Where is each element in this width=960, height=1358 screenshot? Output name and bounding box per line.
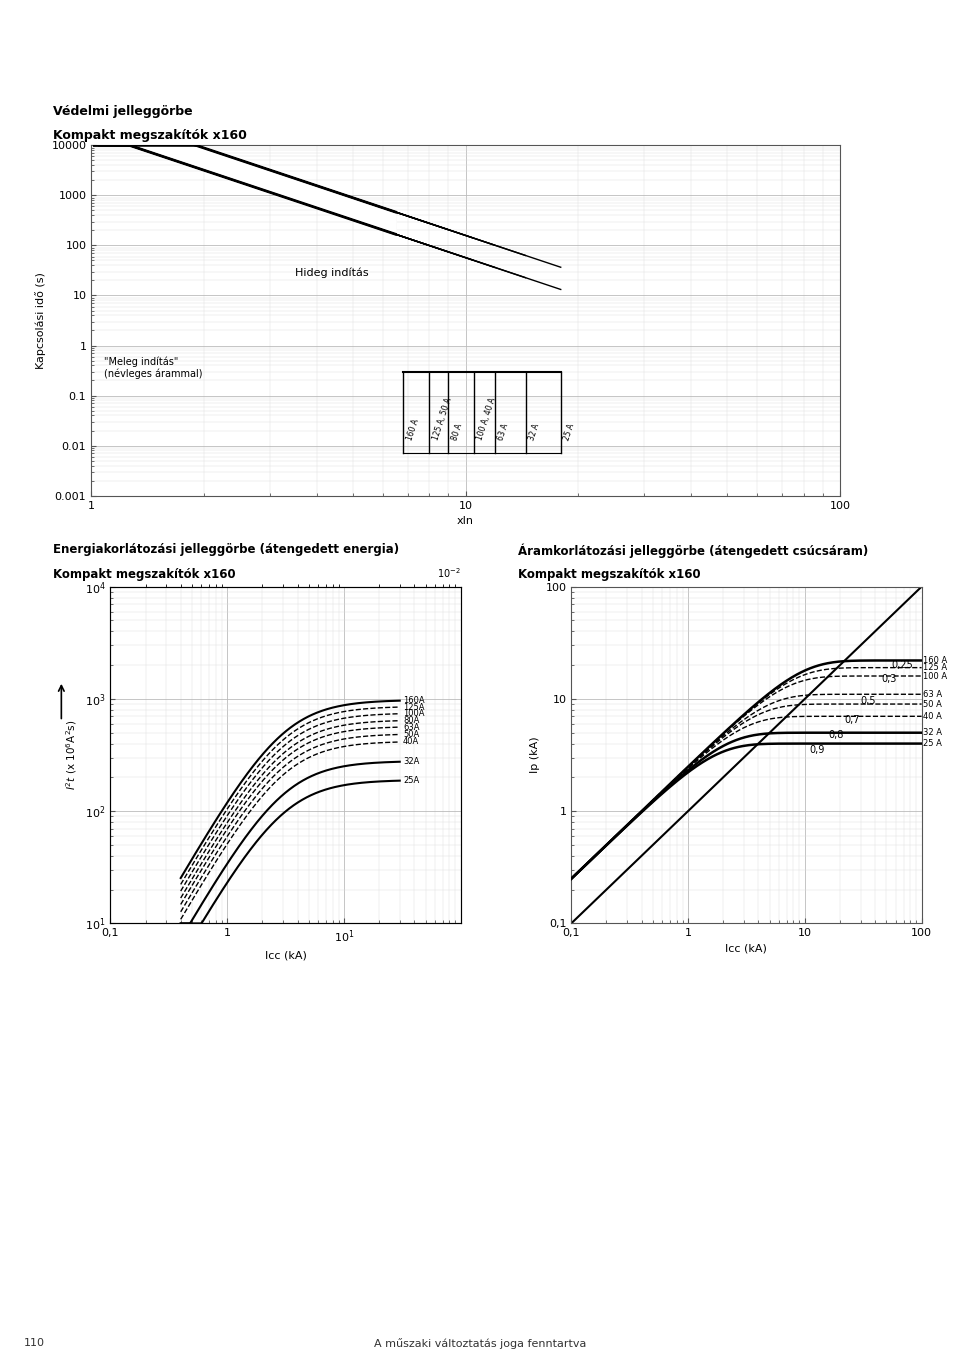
- Text: 40 A: 40 A: [923, 712, 942, 721]
- Text: 32A: 32A: [403, 758, 420, 766]
- Text: 125 A, 50 A: 125 A, 50 A: [431, 397, 453, 441]
- Text: Védelmi jelleggörbe: Védelmi jelleggörbe: [53, 105, 192, 118]
- Text: $10^{-2}$: $10^{-2}$: [437, 566, 461, 580]
- X-axis label: Icc (kA): Icc (kA): [726, 944, 767, 953]
- Text: Kompakt megszakítók x160: Kompakt megszakítók x160: [53, 568, 235, 581]
- Y-axis label: Ip (kA): Ip (kA): [530, 737, 540, 773]
- Text: 0,7: 0,7: [845, 714, 860, 725]
- Text: 125 A: 125 A: [923, 663, 947, 672]
- Text: 0,3: 0,3: [881, 674, 897, 684]
- Text: 110: 110: [24, 1338, 45, 1348]
- Y-axis label: $I^2t$ (x 10$^6$A$^2$s): $I^2t$ (x 10$^6$A$^2$s): [64, 720, 79, 790]
- Text: 100 A, 40 A: 100 A, 40 A: [475, 397, 497, 441]
- Text: 63 A: 63 A: [923, 690, 942, 699]
- Text: 80 A: 80 A: [450, 422, 464, 441]
- X-axis label: Icc (kA): Icc (kA): [265, 951, 306, 960]
- Text: 32 A: 32 A: [527, 422, 541, 441]
- Text: Kompakt megszakítók x160: Kompakt megszakítók x160: [53, 129, 247, 143]
- Text: 100A: 100A: [403, 709, 424, 718]
- Text: Kompakt megszakítók x160: Kompakt megszakítók x160: [518, 568, 701, 581]
- Text: 63 A: 63 A: [496, 422, 511, 441]
- Text: 32 A: 32 A: [923, 728, 942, 737]
- Text: 0,9: 0,9: [809, 746, 825, 755]
- Text: Áramkorlátozási jelleggörbe (átengedett csúcsáram): Áramkorlátozási jelleggörbe (átengedett …: [518, 543, 869, 558]
- Text: 50A: 50A: [403, 731, 420, 739]
- X-axis label: xIn: xIn: [457, 516, 474, 526]
- Text: Kompakt megszakítók és kapcsolók x160: Kompakt megszakítók és kapcsolók x160: [24, 19, 440, 38]
- Text: "Meleg indítás"
(névleges árammal): "Meleg indítás" (névleges árammal): [104, 357, 203, 379]
- Text: 160 A: 160 A: [405, 418, 420, 441]
- Y-axis label: Kapcsolási idő (s): Kapcsolási idő (s): [35, 272, 46, 369]
- Text: 25A: 25A: [403, 777, 420, 785]
- Text: Energiakorlátozási jelleggörbe (átengedett energia): Energiakorlátozási jelleggörbe (átengede…: [53, 543, 399, 557]
- Text: :hager: :hager: [864, 19, 936, 38]
- Text: 80A: 80A: [403, 716, 420, 725]
- Text: 0,8: 0,8: [828, 729, 844, 740]
- Text: A műszaki változtatás joga fenntartva: A műszaki változtatás joga fenntartva: [373, 1338, 587, 1348]
- Text: 63A: 63A: [403, 722, 420, 732]
- Text: 0,25: 0,25: [891, 660, 913, 669]
- Text: 40A: 40A: [403, 737, 420, 747]
- Text: 0,5: 0,5: [860, 697, 876, 706]
- Text: 100 A: 100 A: [923, 671, 947, 680]
- Text: 25 A: 25 A: [923, 739, 942, 748]
- Text: 160A: 160A: [403, 697, 424, 705]
- Text: 50 A: 50 A: [923, 699, 942, 709]
- Text: 125A: 125A: [403, 702, 424, 712]
- Text: 25 A: 25 A: [562, 422, 576, 441]
- Text: Hideg indítás: Hideg indítás: [295, 268, 369, 277]
- Text: 160 A: 160 A: [923, 656, 947, 665]
